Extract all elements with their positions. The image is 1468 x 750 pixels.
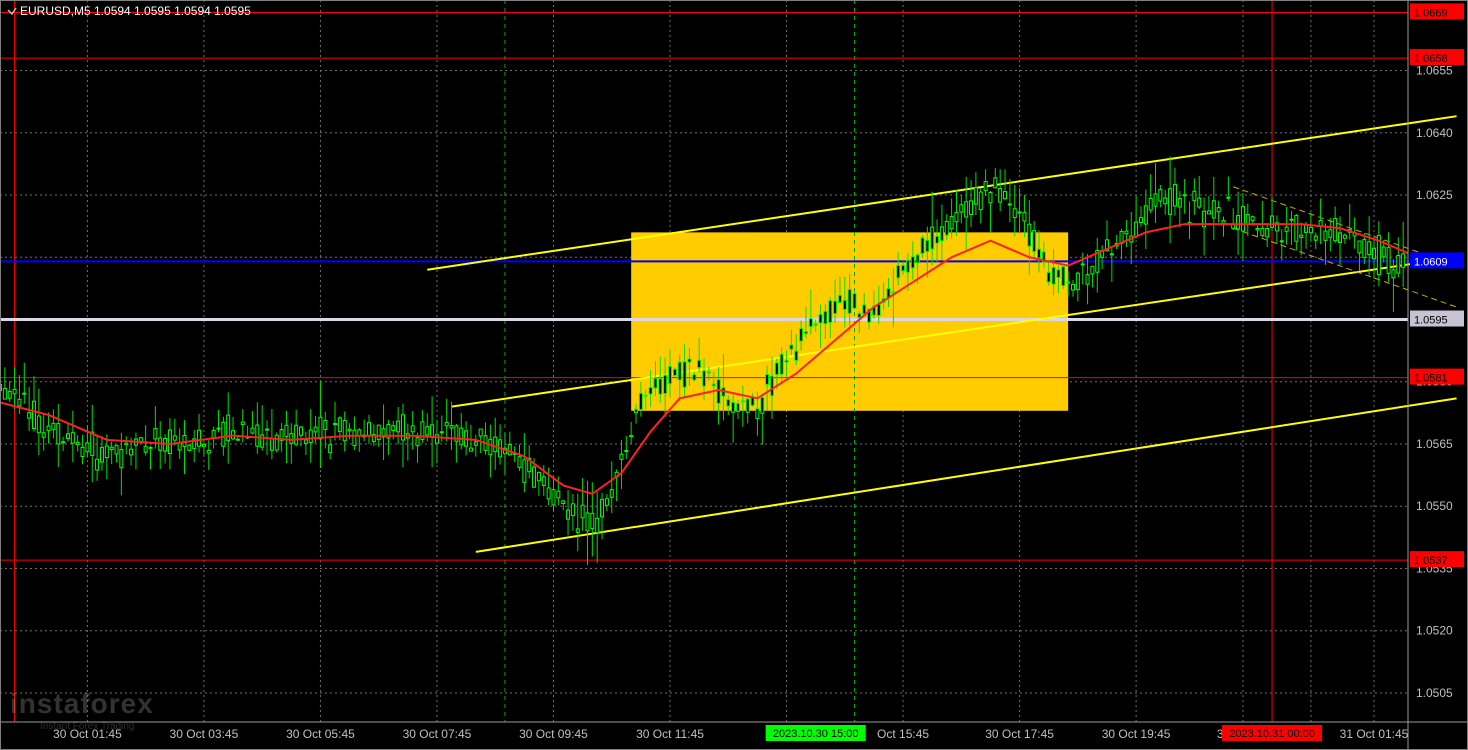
svg-text:Oct 15:45: Oct 15:45: [877, 727, 929, 741]
svg-text:1.0640: 1.0640: [1416, 126, 1453, 140]
svg-text:1.0520: 1.0520: [1416, 624, 1453, 638]
svg-text:1.0625: 1.0625: [1416, 188, 1453, 202]
svg-text:1.0669: 1.0669: [1414, 7, 1448, 19]
svg-text:1.0581: 1.0581: [1414, 373, 1448, 385]
svg-text:30 Oct 07:45: 30 Oct 07:45: [403, 727, 472, 741]
svg-text:1.0505: 1.0505: [1416, 686, 1453, 700]
svg-text:2023.10.30 15:00: 2023.10.30 15:00: [773, 728, 859, 740]
svg-text:30 Oct 03:45: 30 Oct 03:45: [170, 727, 239, 741]
svg-text:30 Oct 01:45: 30 Oct 01:45: [53, 727, 122, 741]
forex-chart[interactable]: 1.05051.05201.05351.05501.05651.05801.05…: [0, 0, 1468, 750]
svg-text:30 Oct 09:45: 30 Oct 09:45: [519, 727, 588, 741]
svg-text:30 Oct 11:45: 30 Oct 11:45: [636, 727, 704, 741]
svg-text:1.0537: 1.0537: [1414, 555, 1448, 567]
svg-text:1.0565: 1.0565: [1416, 437, 1453, 451]
svg-text:1.0595: 1.0595: [1414, 315, 1448, 327]
svg-text:30 Oct 19:45: 30 Oct 19:45: [1102, 727, 1171, 741]
chart-canvas[interactable]: 1.05051.05201.05351.05501.05651.05801.05…: [0, 0, 1468, 750]
svg-text:1.0609: 1.0609: [1414, 256, 1448, 268]
svg-text:1.0550: 1.0550: [1416, 499, 1453, 513]
svg-text:2023.10.31 00:00: 2023.10.31 00:00: [1229, 728, 1315, 740]
svg-text:EURUSD,M5 1.0594 1.0595 1.05: EURUSD,M5 1.0594 1.0595 1.0594 1.0595: [20, 4, 251, 18]
svg-text:1.0655: 1.0655: [1416, 64, 1453, 78]
svg-text:31 Oct 01:45: 31 Oct 01:45: [1340, 727, 1409, 741]
svg-text:1.0658: 1.0658: [1414, 53, 1448, 65]
svg-text:30 Oct 05:45: 30 Oct 05:45: [286, 727, 355, 741]
svg-text:30 Oct 17:45: 30 Oct 17:45: [985, 727, 1054, 741]
